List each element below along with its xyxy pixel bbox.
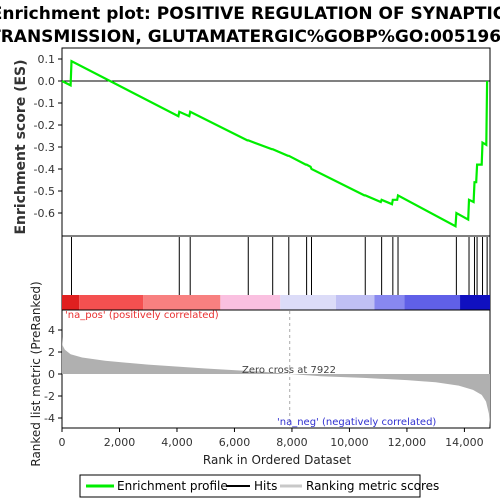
metric-ytick-label: -4 [44, 412, 55, 425]
es-y-axis-label: Enrichment score (ES) [13, 59, 29, 234]
x-tick-label: 14,000 [445, 436, 484, 449]
legend: Enrichment profile Hits Ranking metric s… [79, 474, 439, 498]
metric-ytick-label: 4 [48, 324, 55, 337]
legend-metric-label: Ranking metric scores [306, 479, 439, 493]
zero-cross-label: Zero cross at 7922 [242, 365, 336, 376]
color-bar-segment [460, 295, 490, 310]
x-tick-label: 6,000 [219, 436, 251, 449]
color-bar-segment [143, 295, 221, 310]
metric-ytick-label: -2 [44, 390, 55, 403]
es-ytick-label: -0.4 [34, 163, 55, 176]
x-axis-label: Rank in Ordered Dataset [203, 453, 351, 467]
es-ytick-label: -0.5 [34, 185, 55, 198]
color-bar-segment [220, 295, 281, 310]
legend-hits-label: Hits [254, 479, 277, 493]
color-bar-segment [404, 295, 461, 310]
enrichment-profile-line [61, 59, 489, 228]
enrichment-score-panel: 0.1 0.0 -0.1 -0.2 -0.3 -0.4 -0.5 -0.6 [34, 47, 491, 237]
es-ytick-label: -0.2 [34, 119, 55, 132]
es-ytick-label: -0.6 [34, 207, 55, 220]
es-plot-frame [61, 47, 491, 237]
pos-correlated-label: 'na_pos' (positively correlated) [65, 310, 219, 321]
x-tick-label: 8,000 [276, 436, 308, 449]
es-ytick-label: -0.1 [34, 97, 55, 110]
x-axis: 0 2,000 4,000 6,000 8,000 10,000 12,000 14,000 [59, 428, 484, 449]
ranked-metric-panel: 4 2 0 -2 -4 'na_pos' (positively correlated)… [44, 309, 491, 429]
x-tick-label: 4,000 [161, 436, 193, 449]
color-bar-segment [374, 295, 405, 310]
color-bar-segment [335, 295, 375, 310]
color-bar-segment [79, 295, 144, 310]
hit-markers [70, 237, 488, 295]
metric-ytick-label: 0 [48, 368, 55, 381]
ranked-color-bar [62, 295, 490, 310]
chart-title-line-2: TRANSMISSION, GLUTAMATERGIC%GOBP%GO:0051… [0, 27, 500, 47]
es-ytick-label: 0.0 [38, 75, 56, 88]
es-ytick-label: 0.1 [38, 53, 56, 66]
neg-correlated-label: 'na_neg' (negatively correlated) [277, 417, 436, 428]
metric-y-axis-label: Ranked list metric (PreRanked) [29, 281, 43, 466]
legend-profile-label: Enrichment profile [117, 479, 228, 493]
color-bar-segment [280, 295, 336, 310]
x-tick-label: 10,000 [330, 436, 369, 449]
es-series [61, 59, 489, 228]
x-tick-label: 0 [59, 436, 66, 449]
x-tick-label: 12,000 [388, 436, 427, 449]
chart-title-line-1: Enrichment plot: POSITIVE REGULATION OF … [0, 4, 500, 24]
metric-y-axis: 4 2 0 -2 -4 [44, 324, 62, 425]
metric-ytick-label: 2 [48, 346, 55, 359]
es-y-axis: 0.1 0.0 -0.1 -0.2 -0.3 -0.4 -0.5 -0.6 [34, 53, 62, 220]
color-bar-segment [62, 295, 80, 310]
es-ytick-label: -0.3 [34, 141, 55, 154]
x-tick-label: 2,000 [104, 436, 136, 449]
